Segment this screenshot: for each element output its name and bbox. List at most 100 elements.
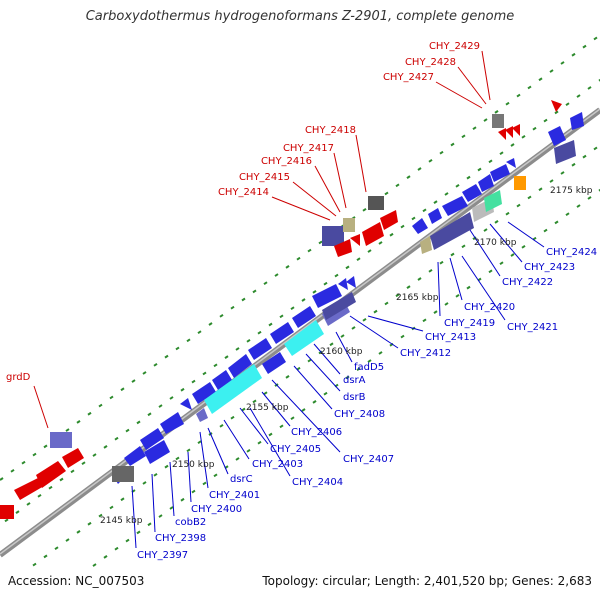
gene-label-reverse[interactable]: CHY_2398 [155, 533, 206, 544]
gene-arrow[interactable] [160, 412, 184, 434]
gene-arrow[interactable] [112, 466, 134, 482]
gene-label-reverse[interactable]: dsrA [343, 375, 366, 386]
gene-arrow[interactable] [412, 218, 428, 234]
gene-label-reverse[interactable]: CHY_2400 [191, 504, 242, 515]
gene-arrow[interactable] [262, 352, 286, 374]
gene-arrow[interactable] [248, 338, 272, 360]
gene-arrow[interactable] [338, 278, 348, 290]
gene-arrow[interactable] [368, 196, 384, 210]
gene-label-forward[interactable]: grdD [6, 372, 31, 383]
gene-arrow[interactable] [442, 196, 468, 216]
tick-mark [340, 334, 345, 338]
gene-label-reverse[interactable]: CHY_2423 [524, 262, 575, 273]
gene-arrow[interactable] [228, 354, 252, 378]
gene-label-reverse[interactable]: CHY_2403 [252, 459, 303, 470]
tick-mark [494, 110, 499, 114]
gene-label-reverse[interactable]: CHY_2405 [270, 444, 321, 455]
gene-arrow[interactable] [0, 505, 14, 519]
gene-label-reverse[interactable]: CHY_2397 [137, 550, 188, 561]
gene-label-reverse[interactable]: CHY_2422 [502, 277, 553, 288]
gene-arrow[interactable] [322, 226, 344, 246]
gene-label-reverse[interactable]: CHY_2412 [400, 348, 451, 359]
gene-arrow[interactable] [36, 461, 66, 488]
tick-mark [505, 101, 510, 106]
gene-arrow[interactable] [478, 174, 494, 192]
gene-label-forward[interactable]: CHY_2429 [429, 41, 480, 52]
gene-arrow[interactable] [506, 158, 516, 168]
gene-label-reverse[interactable]: CHY_2408 [334, 409, 385, 420]
gene-arrow[interactable] [570, 112, 584, 130]
gene-arrow[interactable] [322, 292, 356, 320]
gene-arrow[interactable] [484, 190, 502, 212]
gene-arrow[interactable] [514, 176, 526, 190]
gene-arrow[interactable] [512, 124, 520, 136]
gene-arrow[interactable] [350, 234, 360, 246]
gene-arrow[interactable] [380, 210, 398, 230]
gene-label-reverse[interactable]: CHY_2420 [464, 302, 515, 313]
tick-mark [70, 469, 75, 474]
gene-label-reverse[interactable]: CHY_2407 [343, 454, 394, 465]
tick-mark [219, 314, 224, 318]
tick-mark [175, 456, 180, 461]
scale-label: 2145 kbp [100, 516, 143, 526]
tick-mark [422, 208, 427, 213]
gene-label-reverse[interactable]: dsrB [343, 392, 366, 403]
gene-arrow[interactable] [292, 306, 316, 328]
gene-arrow[interactable] [490, 164, 510, 182]
gene-label-reverse[interactable]: fadD5 [354, 362, 384, 373]
gene-arrow[interactable] [362, 222, 384, 246]
gene-arrow[interactable] [144, 440, 170, 464]
tick-mark [483, 118, 488, 122]
gene-arrow[interactable] [343, 218, 355, 232]
gene-arrow[interactable] [284, 320, 324, 356]
gene-arrow[interactable] [420, 236, 432, 254]
scale-label: 2175 kbp [550, 186, 593, 196]
gene-arrow[interactable] [62, 448, 84, 468]
gene-label-reverse[interactable]: CHY_2404 [292, 477, 343, 488]
gene-label-forward[interactable]: CHY_2416 [261, 156, 312, 167]
gene-arrow[interactable] [312, 284, 342, 308]
gene-label-forward[interactable]: CHY_2427 [383, 72, 434, 83]
gene-label-reverse[interactable]: CHY_2401 [209, 490, 260, 501]
gene-label-forward[interactable]: CHY_2428 [405, 57, 456, 68]
tick-mark [252, 399, 257, 404]
gene-arrow[interactable] [212, 370, 232, 390]
gene-arrow[interactable] [430, 212, 474, 250]
gene-label-reverse[interactable]: CHY_2413 [425, 332, 476, 343]
scale-label: 2170 kbp [474, 238, 517, 248]
gene-label-reverse[interactable]: CHY_2406 [291, 427, 342, 438]
tick-mark [103, 555, 108, 559]
gene-label-forward[interactable]: CHY_2418 [305, 125, 356, 136]
tick-mark [428, 158, 433, 163]
gene-label-forward[interactable]: CHY_2414 [218, 187, 269, 198]
gene-arrow[interactable] [548, 126, 566, 146]
gene-arrow[interactable] [462, 184, 482, 202]
gene-arrow[interactable] [192, 382, 216, 404]
gene-label-forward[interactable]: CHY_2415 [239, 172, 290, 183]
tick-mark [32, 562, 37, 567]
gene-arrow[interactable] [554, 140, 576, 164]
gene-arrow[interactable] [334, 239, 352, 257]
gene-arrow[interactable] [505, 126, 513, 138]
gene-arrow[interactable] [180, 398, 192, 410]
tick-mark [461, 134, 466, 139]
gene-label-reverse[interactable]: cobB2 [175, 517, 206, 528]
gene-arrow[interactable] [551, 100, 562, 112]
gene-arrow[interactable] [346, 276, 356, 288]
tick-mark [191, 379, 196, 384]
gene-arrow[interactable] [124, 446, 146, 466]
gene-arrow[interactable] [270, 322, 294, 344]
gene-arrow[interactable] [204, 364, 262, 414]
gene-label-forward[interactable]: CHY_2417 [283, 143, 334, 154]
gene-label-reverse[interactable]: CHY_2419 [444, 318, 495, 329]
gene-arrow[interactable] [492, 114, 504, 128]
gene-arrow[interactable] [428, 208, 442, 224]
gene-label-reverse[interactable]: CHY_2424 [546, 247, 597, 258]
gene-arrow[interactable] [140, 428, 164, 450]
gene-arrow[interactable] [498, 128, 506, 140]
gene-label-reverse[interactable]: CHY_2421 [507, 322, 558, 333]
gene-arrow[interactable] [50, 432, 72, 448]
gene-arrow[interactable] [196, 408, 208, 422]
gene-arrow[interactable] [14, 478, 44, 500]
gene-label-reverse[interactable]: dsrC [230, 474, 253, 485]
